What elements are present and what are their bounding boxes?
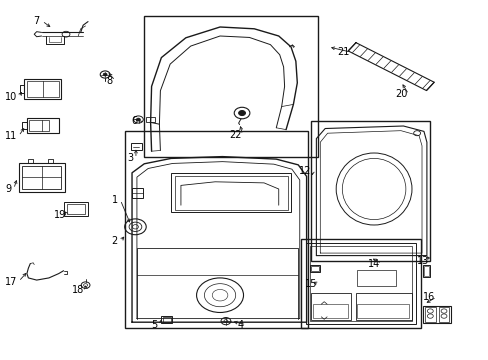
Bar — [310, 121, 429, 261]
Bar — [175, 176, 287, 210]
Bar — [311, 293, 350, 320]
Circle shape — [136, 118, 140, 121]
Text: 19: 19 — [54, 210, 66, 220]
Bar — [66, 204, 85, 214]
Bar — [171, 173, 290, 212]
Text: 4: 4 — [237, 320, 244, 330]
Text: 3: 3 — [127, 153, 133, 163]
Text: 12: 12 — [299, 166, 311, 176]
Bar — [144, 16, 317, 157]
Text: 20: 20 — [394, 89, 407, 99]
Text: 16: 16 — [422, 292, 434, 302]
Bar — [356, 270, 395, 286]
Text: 7: 7 — [33, 16, 40, 26]
Bar — [132, 188, 142, 198]
Bar — [124, 131, 307, 328]
Bar — [313, 304, 347, 318]
Text: 21: 21 — [337, 47, 349, 57]
Text: 14: 14 — [367, 258, 380, 269]
Bar — [27, 118, 59, 133]
Bar — [309, 246, 411, 321]
Circle shape — [238, 111, 245, 116]
Bar — [309, 265, 320, 272]
Bar — [19, 163, 65, 192]
Bar — [24, 79, 61, 99]
Text: 2: 2 — [111, 236, 118, 246]
Text: 6: 6 — [131, 116, 137, 126]
Text: 1: 1 — [111, 195, 118, 205]
Text: 17: 17 — [5, 276, 17, 287]
Bar — [300, 239, 420, 328]
Bar — [29, 120, 49, 131]
Circle shape — [103, 73, 107, 76]
Text: 11: 11 — [5, 131, 17, 141]
Bar — [310, 266, 318, 271]
Text: 8: 8 — [106, 76, 113, 86]
Bar — [357, 304, 408, 318]
Text: 22: 22 — [228, 130, 241, 140]
Bar — [161, 316, 172, 323]
Bar — [423, 266, 428, 276]
Text: 5: 5 — [151, 320, 158, 330]
Bar — [22, 166, 61, 189]
Text: 10: 10 — [5, 92, 17, 102]
Bar — [163, 317, 170, 322]
Bar — [27, 81, 59, 97]
Text: 18: 18 — [72, 285, 84, 295]
Text: 13: 13 — [416, 256, 428, 266]
Bar — [355, 293, 411, 320]
Bar — [438, 307, 448, 322]
Bar — [305, 243, 415, 324]
Bar — [131, 143, 142, 150]
Bar — [145, 117, 154, 122]
Bar — [422, 306, 450, 323]
Bar — [424, 307, 435, 322]
Text: 9: 9 — [5, 184, 11, 194]
Bar — [422, 265, 429, 277]
Text: 15: 15 — [305, 279, 317, 289]
Bar — [63, 202, 88, 216]
